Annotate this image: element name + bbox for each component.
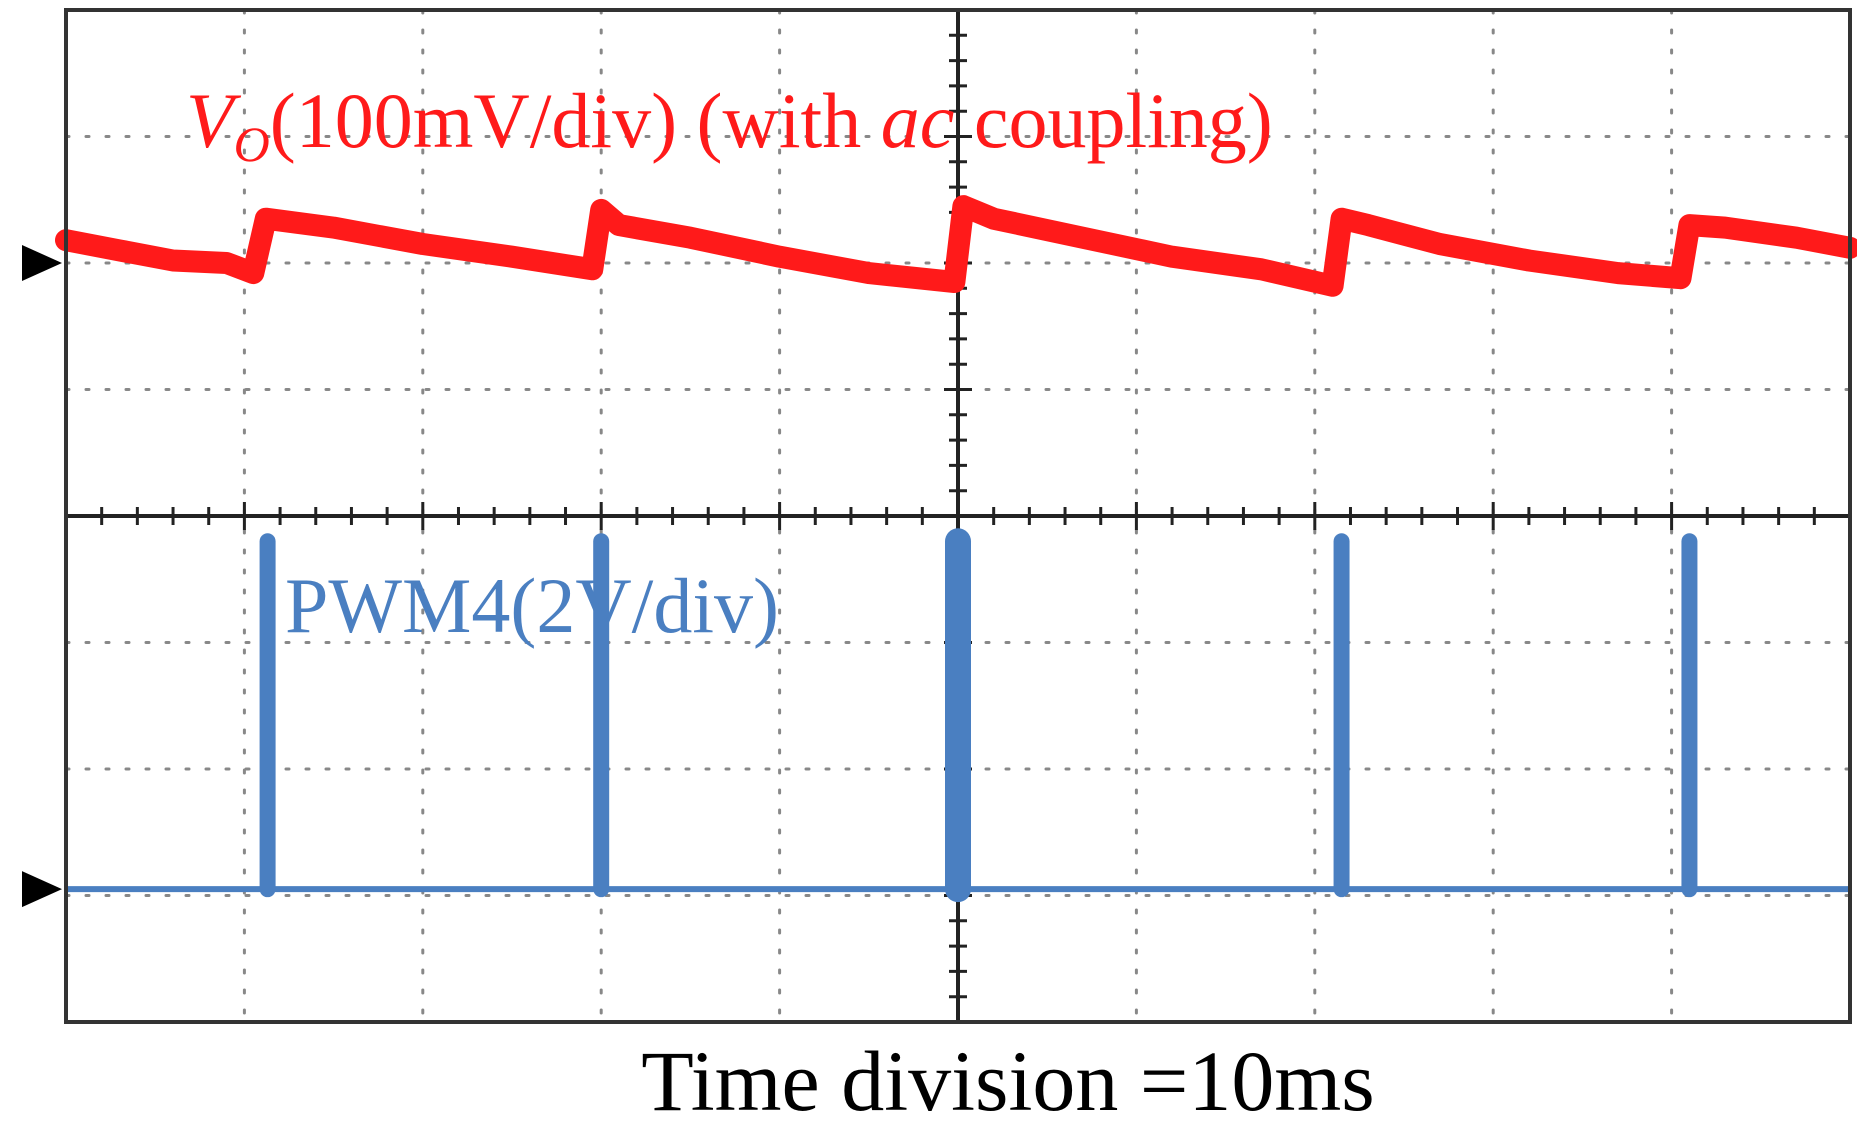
vo-label-suffix: coupling) — [954, 77, 1272, 164]
vo-trace-label: VO(100mV/div) (with ac coupling) — [186, 77, 1273, 172]
vo-trace — [55, 195, 1857, 297]
vo-symbol: V — [186, 77, 242, 164]
traces — [55, 195, 1857, 903]
screen-frame — [64, 8, 1852, 1024]
vo-subscript: O — [234, 116, 270, 172]
vo-label-text: (100mV/div) (with — [270, 77, 881, 164]
x-axis-label: Time division =10ms — [641, 1033, 1374, 1124]
vo-level-marker-icon — [22, 245, 62, 281]
vo-label-italic: ac — [881, 77, 955, 164]
pwm-trace-label: PWM4(2V/div) — [285, 562, 779, 649]
channel-markers — [22, 245, 62, 908]
pwm4-level-marker-icon — [22, 871, 62, 908]
